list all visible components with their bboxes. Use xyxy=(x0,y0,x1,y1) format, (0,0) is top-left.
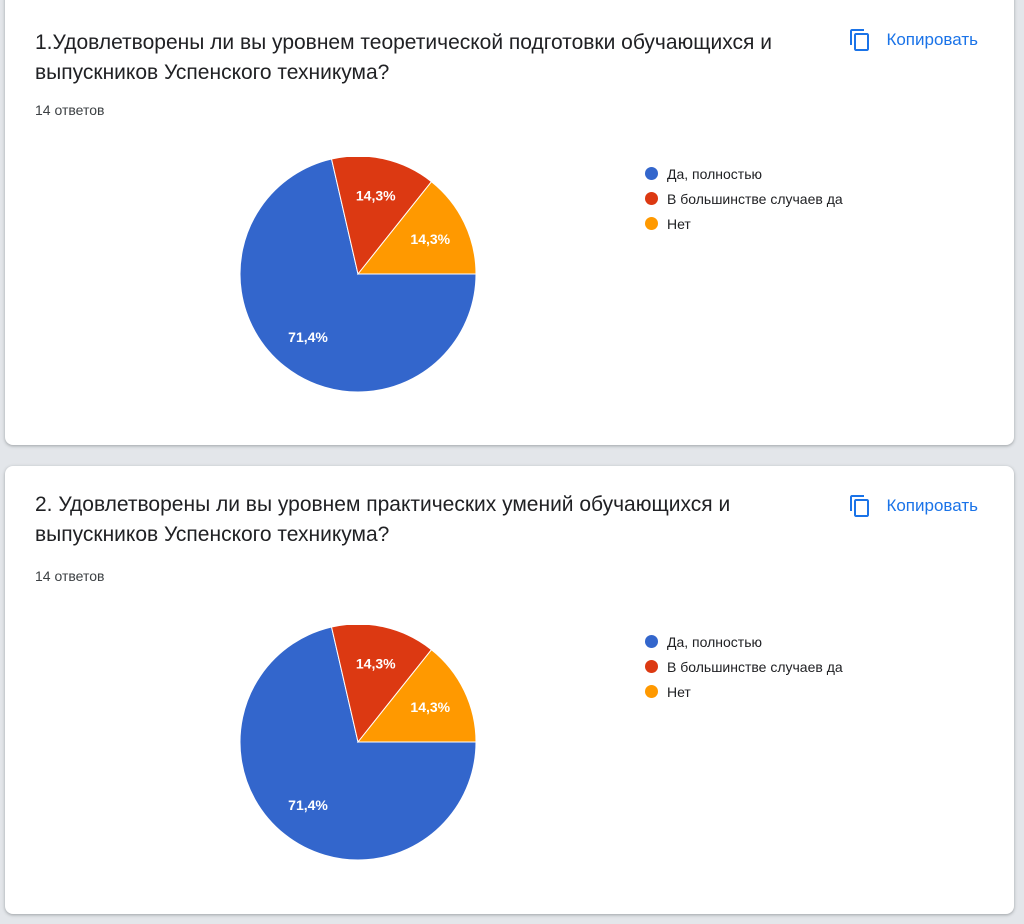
legend-item[interactable]: В большинстве случаев да xyxy=(645,654,843,679)
legend-label: Нет xyxy=(667,215,691,232)
copy-button[interactable]: Копировать xyxy=(848,494,978,518)
legend-dot-icon xyxy=(645,217,658,230)
legend-dot-icon xyxy=(645,685,658,698)
legend-label: В большинстве случаев да xyxy=(667,190,843,207)
pie-chart: 71,4% 14,3% 14,3% xyxy=(239,625,477,861)
chart-legend: Да, полностью В большинстве случаев да Нет xyxy=(645,629,843,704)
copy-icon xyxy=(850,495,870,517)
legend-item[interactable]: Нет xyxy=(645,679,843,704)
slice-label: 14,3% xyxy=(356,656,396,672)
legend-label: В большинстве случаев да xyxy=(667,658,843,675)
pie-slice[interactable] xyxy=(239,626,477,861)
pie-slice[interactable] xyxy=(356,180,477,275)
response-count: 14 ответов xyxy=(35,568,105,584)
legend-dot-icon xyxy=(645,635,658,648)
copy-button-label: Копировать xyxy=(886,496,978,515)
slice-label: 14,3% xyxy=(410,699,450,715)
slice-label: 14,3% xyxy=(410,231,450,247)
pie-slice[interactable] xyxy=(330,625,433,744)
pie-slice[interactable] xyxy=(356,648,477,743)
slice-label: 71,4% xyxy=(288,329,328,345)
legend-dot-icon xyxy=(645,167,658,180)
legend-item[interactable]: Да, полностью xyxy=(645,161,843,186)
question-card-2: 2. Удовлетворены ли вы уровнем практичес… xyxy=(5,466,1014,914)
legend-label: Да, полностью xyxy=(667,633,762,650)
copy-button[interactable]: Копировать xyxy=(848,28,978,52)
legend-item[interactable]: Нет xyxy=(645,211,843,236)
legend-item[interactable]: В большинстве случаев да xyxy=(645,186,843,211)
legend-label: Да, полностью xyxy=(667,165,762,182)
legend-item[interactable]: Да, полностью xyxy=(645,629,843,654)
chart-legend: Да, полностью В большинстве случаев да Нет xyxy=(645,161,843,236)
question-card-1: 1.Удовлетворены ли вы уровнем теоретичес… xyxy=(5,0,1014,445)
copy-icon xyxy=(850,29,870,51)
legend-dot-icon xyxy=(645,192,658,205)
copy-button-label: Копировать xyxy=(886,30,978,49)
question-title: 2. Удовлетворены ли вы уровнем практичес… xyxy=(35,493,731,546)
legend-label: Нет xyxy=(667,683,691,700)
pie-slice[interactable] xyxy=(239,158,477,393)
pie-slice[interactable] xyxy=(330,157,433,276)
legend-dot-icon xyxy=(645,660,658,673)
response-count: 14 ответов xyxy=(35,102,105,118)
question-title: 1.Удовлетворены ли вы уровнем теоретичес… xyxy=(35,31,772,84)
slice-label: 14,3% xyxy=(356,188,396,204)
pie-chart: 71,4% 14,3% 14,3% xyxy=(239,157,477,393)
slice-label: 71,4% xyxy=(288,797,328,813)
